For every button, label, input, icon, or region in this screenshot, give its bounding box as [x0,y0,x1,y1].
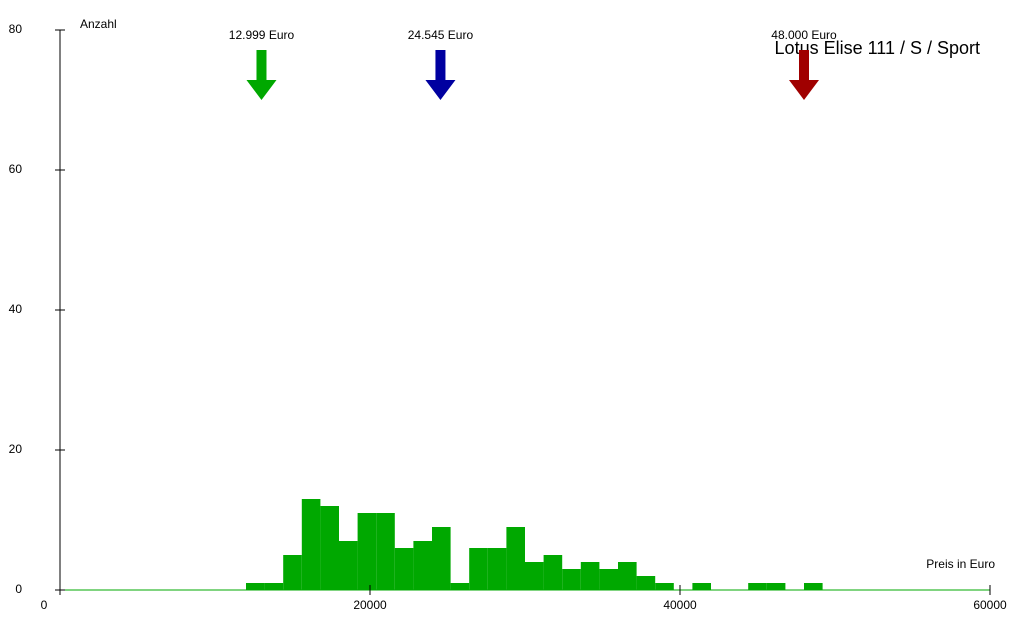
bar [618,562,637,590]
bar [413,541,432,590]
bar [394,548,414,590]
marker-arrow [425,50,456,100]
y-tick-label: 40 [9,302,23,316]
marker-label: 48.000 Euro [771,28,837,42]
bar [432,527,451,590]
bar [339,541,358,590]
bar [766,583,786,590]
y-tick-label: 80 [9,22,23,36]
chart-title: Lotus Elise 111 / S / Sport [775,38,980,58]
bar [804,583,823,590]
bar [506,527,525,590]
x-tick-label: 60000 [973,598,1007,612]
bar [525,562,544,590]
bar [376,513,395,590]
bar [246,583,265,590]
marker-arrow [246,50,277,100]
x-axis-label: Preis in Euro [926,557,995,571]
y-tick-label: 0 [15,582,22,596]
bar [283,555,302,590]
bar [562,569,581,590]
bar [264,583,284,590]
x-tick-label: 20000 [353,598,387,612]
bar [748,583,767,590]
bar [543,555,563,590]
marker-label: 24.545 Euro [408,28,474,42]
y-tick-label: 20 [9,442,23,456]
x-tick-label: 40000 [663,598,697,612]
bar [655,583,674,590]
y-axis-label: Anzahl [80,17,117,31]
x-tick-label: 0 [41,598,48,612]
bar [320,506,339,590]
bar [450,583,470,590]
bar [692,583,711,590]
bar [357,513,377,590]
bar [301,499,321,590]
y-tick-label: 60 [9,162,23,176]
bar [599,569,618,590]
marker-label: 12.999 Euro [229,28,295,42]
bar [487,548,507,590]
bar [469,548,488,590]
bar [636,576,656,590]
bar [580,562,600,590]
marker-arrow [789,50,819,100]
